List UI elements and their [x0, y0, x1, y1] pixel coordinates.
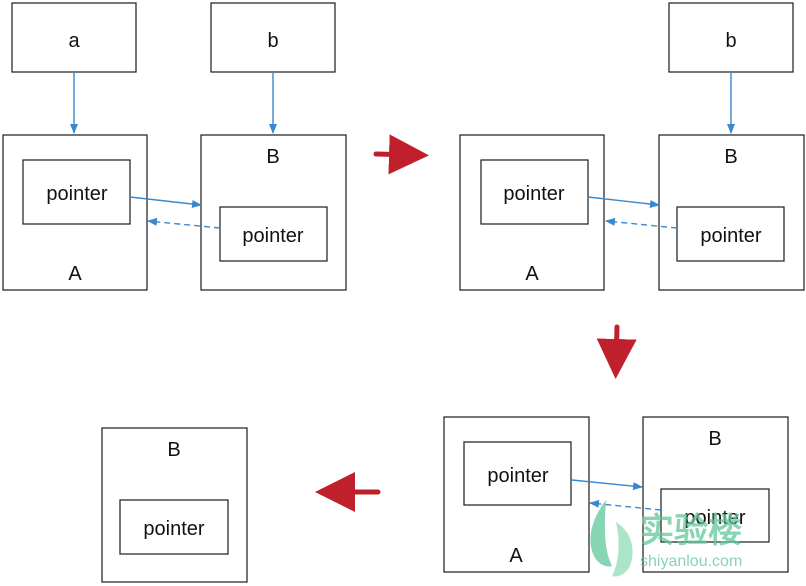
A-pointer-to-B-arrow	[129, 196, 202, 208]
object-A-3: pointer A	[443, 416, 590, 573]
watermark-title: 实验楼	[640, 511, 742, 550]
stage-3: pointer A B pointer	[443, 416, 789, 573]
object-A-label: A	[68, 263, 82, 285]
object-A-label-3: A	[509, 545, 523, 567]
pointer-box-B	[219, 206, 328, 262]
object-B-4: B pointer	[101, 427, 248, 583]
pointer-label-B-3: pointer	[684, 507, 745, 529]
pointer-box-A-2	[480, 159, 589, 225]
watermark-leaf-icon	[590, 500, 633, 577]
step-arrow-2	[596, 324, 637, 379]
stage-2: b pointer A B pointer	[459, 2, 805, 291]
stage-1: a b pointer A B pointer	[2, 2, 347, 291]
object-B-2: B pointer	[658, 134, 805, 291]
var-b-label: b	[267, 30, 278, 52]
object-B-label-3: B	[708, 428, 721, 450]
object-B-label-4: B	[167, 439, 180, 461]
pointer-box-B-2	[676, 206, 785, 262]
watermark-url: shiyanlou.com	[640, 553, 742, 570]
stage-4: B pointer	[101, 427, 248, 583]
pointer-label-A-3: pointer	[487, 465, 548, 487]
object-B-label-2: B	[724, 146, 737, 168]
B-pointer-to-A-dashed-arrow-3	[589, 499, 662, 511]
B-pointer-to-A-dashed-arrow	[147, 217, 221, 229]
var-a-box: a	[11, 2, 137, 73]
pointer-box-B-4	[119, 499, 229, 555]
object-A-label-2: A	[525, 263, 539, 285]
var-b-label-2: b	[725, 30, 736, 52]
var-a-label: a	[68, 30, 80, 52]
pointer-label-A-2: pointer	[503, 183, 564, 205]
A-pointer-to-B-arrow-2	[587, 196, 660, 208]
object-B-3: B pointer	[642, 416, 789, 573]
pointer-box-A	[22, 159, 131, 225]
pointer-box-B-3	[660, 488, 770, 543]
var-b-box-2: b	[668, 2, 794, 73]
object-B: B pointer	[200, 134, 347, 291]
step-arrow-1	[373, 134, 429, 175]
pointer-label-B-2: pointer	[700, 225, 761, 247]
pointer-label-A: pointer	[46, 183, 107, 205]
A-pointer-to-B-arrow-3	[571, 479, 643, 491]
var-b-box: b	[210, 2, 336, 73]
pointer-label-B: pointer	[242, 225, 303, 247]
pointer-box-A-3	[463, 441, 572, 506]
watermark: 实验楼 shiyanlou.com	[590, 500, 742, 577]
object-A-2: pointer A	[459, 134, 605, 291]
object-A: pointer A	[2, 134, 148, 291]
object-B-label: B	[266, 146, 279, 168]
pointer-label-B-4: pointer	[143, 518, 204, 540]
B-pointer-to-A-dashed-arrow-2	[605, 217, 678, 229]
